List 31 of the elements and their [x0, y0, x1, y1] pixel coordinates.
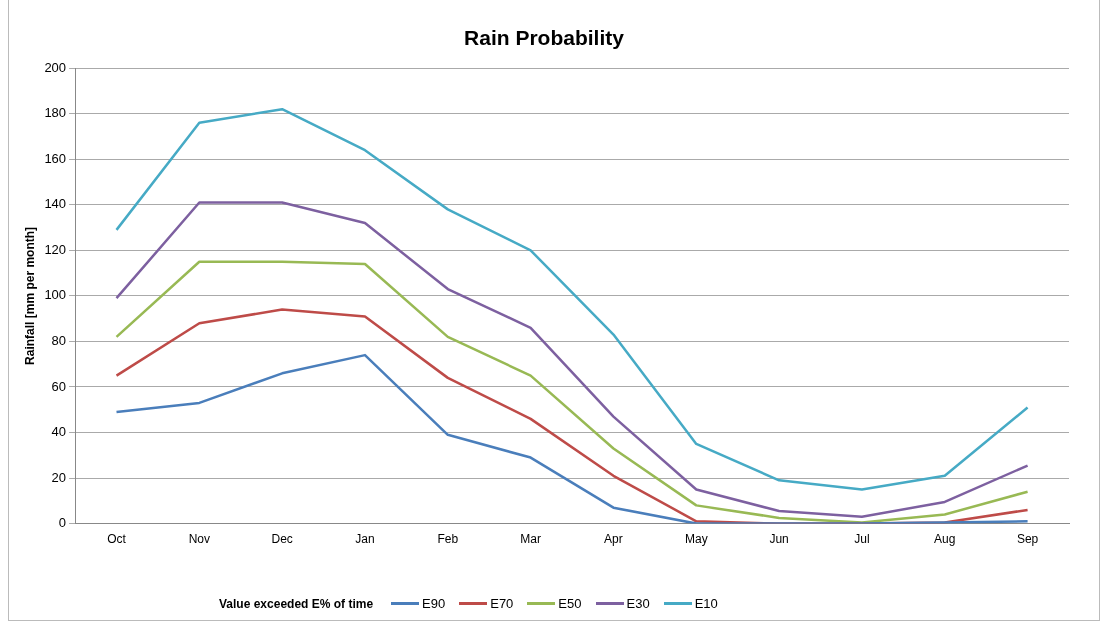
y-tick-label: 100 — [44, 287, 67, 303]
legend-label: E90 — [422, 596, 446, 611]
x-tick-label: Dec — [271, 532, 293, 547]
x-tick-label: Apr — [604, 532, 623, 547]
chart-title: Rain Probability — [464, 26, 625, 50]
x-tick-label: Sep — [1016, 532, 1039, 547]
y-tick-label: 60 — [51, 378, 67, 394]
x-tick-label: Aug — [934, 532, 956, 547]
y-tick-label: 140 — [44, 196, 67, 212]
x-tick-label: May — [684, 532, 708, 547]
legend-label: E30 — [626, 596, 650, 611]
y-tick-label: 80 — [51, 333, 67, 349]
y-tick-label: 200 — [44, 59, 67, 75]
x-tick-label: Nov — [188, 532, 210, 547]
y-tick-label: 40 — [51, 424, 67, 440]
y-tick-label: 120 — [44, 241, 67, 257]
y-tick-label: 180 — [44, 105, 67, 121]
x-tick-label: Feb — [437, 532, 459, 547]
legend-label: E50 — [558, 596, 582, 611]
y-tick-label: 20 — [51, 469, 67, 485]
legend-label: E10 — [694, 596, 718, 611]
x-tick-label: Jan — [355, 532, 375, 547]
y-axis-title: Rainfall [mm per month] — [22, 226, 37, 365]
legend-title: Value exceeded E% of time — [219, 596, 374, 611]
x-tick-label: Jun — [769, 532, 789, 547]
x-tick-label: Jul — [854, 532, 870, 547]
x-tick-label: Mar — [520, 532, 541, 547]
x-tick-label: Oct — [107, 532, 127, 547]
y-tick-label: 160 — [44, 150, 67, 166]
legend-label: E70 — [490, 596, 514, 611]
y-tick-label: 0 — [58, 515, 67, 531]
